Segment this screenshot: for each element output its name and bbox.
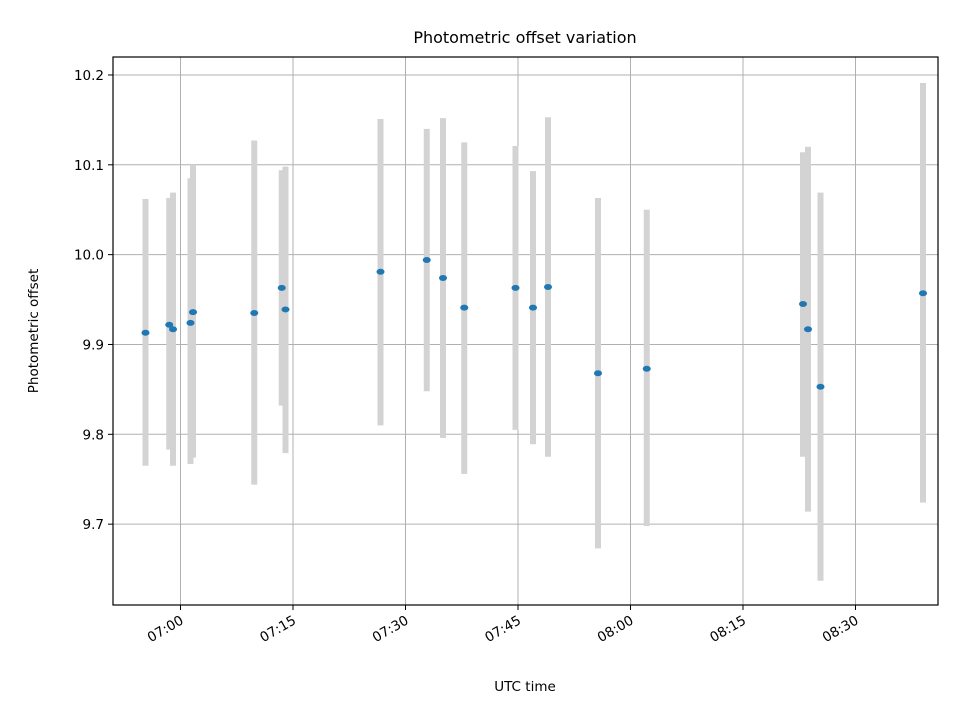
data-point [460,304,469,311]
y-tick-label: 10.1 [74,158,104,174]
data-point [422,257,431,264]
plot-frame [112,56,939,606]
y-tick-label: 10.2 [74,68,104,84]
data-point [141,329,150,336]
y-tick-label: 10.0 [74,248,104,264]
plot-area [113,57,938,605]
data-point [544,283,552,290]
data-point [594,370,602,377]
data-point [189,309,197,316]
data-point [376,268,385,275]
data-point [439,274,447,281]
y-tick-label: 9.8 [83,427,104,443]
data-point [250,310,259,317]
y-axis-ticks: 9.7 9.8 9.9 10.0 10.1 10.2 [74,68,113,533]
data-point [919,290,927,297]
x-axis-label: UTC time [494,679,556,695]
data-point [511,284,520,291]
data-point [804,326,812,333]
data-point [169,326,177,333]
data-point [529,304,537,311]
chart-title: Photometric offset variation [413,28,636,47]
data-point [642,365,651,372]
data-point [281,306,290,313]
data-points [141,257,927,390]
y-tick-label: 9.9 [83,337,104,353]
y-axis-label: Photometric offset [26,269,42,393]
data-point [165,321,174,328]
data-point [277,284,286,291]
data-point [186,319,195,326]
data-point [816,383,825,390]
y-tick-label: 9.7 [83,517,104,533]
data-point [799,301,807,308]
